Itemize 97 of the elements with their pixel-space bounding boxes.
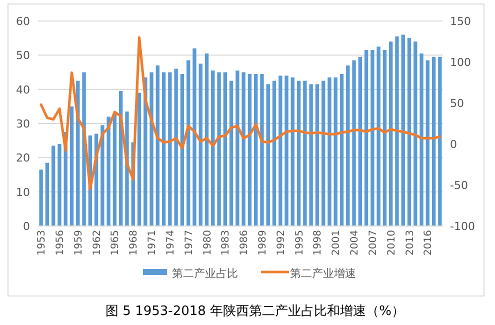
bar — [180, 74, 184, 226]
y2-tick-label: 100 — [450, 56, 471, 69]
bar — [156, 65, 160, 226]
bar — [45, 162, 50, 226]
x-tick-label: 1974 — [165, 230, 176, 256]
bar — [284, 76, 288, 226]
x-tick-label: 1959 — [73, 230, 84, 256]
bar — [229, 80, 234, 226]
x-tick-label: 1995 — [294, 230, 306, 256]
bar — [236, 70, 240, 226]
bar — [340, 74, 344, 226]
y-tick-label: 20 — [16, 152, 30, 165]
bar — [278, 76, 282, 226]
x-tick-label: 1989 — [257, 230, 268, 256]
bar — [192, 48, 196, 226]
bar — [70, 106, 74, 226]
bar — [52, 146, 56, 226]
x-tick-label: 1986 — [239, 230, 250, 256]
bar — [112, 113, 117, 226]
x-tick-label: 2016 — [423, 230, 434, 256]
legend-label: 第二产业占比 — [172, 267, 238, 280]
bar — [174, 68, 178, 226]
y-tick-label: 0 — [23, 220, 30, 233]
bar — [401, 34, 405, 226]
bar — [334, 77, 338, 226]
legend-label: 第二产业增速 — [290, 267, 356, 280]
y-tick-label: 40 — [16, 83, 30, 96]
bar — [315, 84, 320, 226]
bar — [346, 65, 350, 226]
y-tick-label: 30 — [16, 118, 30, 130]
bar — [223, 72, 227, 226]
bar — [389, 42, 393, 226]
bar — [217, 72, 221, 226]
bar — [370, 50, 374, 226]
x-tick-label: 2007 — [368, 230, 379, 256]
bar — [438, 56, 442, 226]
bar — [39, 170, 43, 226]
bar — [137, 92, 142, 226]
y2-tick-label: 0 — [450, 138, 457, 151]
bar — [303, 80, 307, 226]
x-tick-label: 1980 — [202, 230, 214, 256]
x-tick-label: 2013 — [404, 230, 416, 256]
bar — [420, 53, 424, 226]
bar — [358, 56, 362, 226]
bar — [376, 46, 380, 226]
y2-tick-label: 50 — [450, 97, 464, 110]
x-tick-label: 1962 — [92, 230, 103, 256]
bar — [242, 72, 246, 226]
text: 图 5 1953-2018 年陕西第二产业占比和增速（%） — [106, 304, 404, 319]
bar — [382, 50, 387, 226]
bar — [395, 36, 399, 226]
bar — [100, 125, 104, 226]
y2-tick-label: 150 — [450, 15, 471, 28]
bar — [248, 74, 252, 226]
x-tick-label: 2010 — [386, 230, 398, 256]
bar — [266, 84, 270, 226]
x-tick-label: 1992 — [276, 230, 287, 256]
bar — [260, 74, 264, 226]
x-tick-label: 1965 — [110, 230, 122, 256]
bar — [352, 60, 356, 226]
bar — [168, 72, 172, 226]
bar — [82, 72, 86, 226]
bar — [198, 64, 202, 226]
y-tick-label: 50 — [16, 49, 30, 62]
bar — [254, 74, 258, 226]
bar — [309, 84, 313, 226]
x-tick-label: 2004 — [350, 230, 361, 256]
bar — [364, 50, 368, 226]
bar — [150, 72, 154, 226]
x-tick-label: 1956 — [54, 230, 66, 256]
bar — [106, 116, 110, 226]
bar — [186, 60, 190, 226]
y-tick-label: 10 — [16, 186, 30, 199]
bar — [162, 72, 166, 226]
x-tick-label: 1953 — [36, 230, 48, 256]
bar — [426, 60, 430, 226]
bar — [328, 77, 332, 226]
x-tick-label: 1977 — [184, 230, 195, 256]
bar — [272, 80, 276, 226]
y-tick-label: 60 — [16, 15, 30, 28]
bar — [211, 70, 215, 226]
y2-tick-label: -50 — [450, 179, 468, 192]
bar — [322, 80, 326, 226]
bar — [58, 144, 62, 226]
x-tick-label: 1998 — [312, 230, 324, 256]
x-tick-label: 1971 — [147, 230, 158, 256]
bar — [204, 53, 209, 226]
bar — [432, 56, 436, 226]
bar — [290, 77, 294, 226]
bar — [414, 42, 418, 226]
y2-tick-label: -100 — [450, 220, 475, 233]
x-tick-label: 1983 — [220, 230, 232, 256]
x-tick-label: 2001 — [331, 230, 342, 256]
bar — [407, 38, 412, 226]
x-tick-label: 1968 — [128, 230, 140, 256]
bar — [296, 80, 301, 226]
line-series — [40, 36, 442, 190]
